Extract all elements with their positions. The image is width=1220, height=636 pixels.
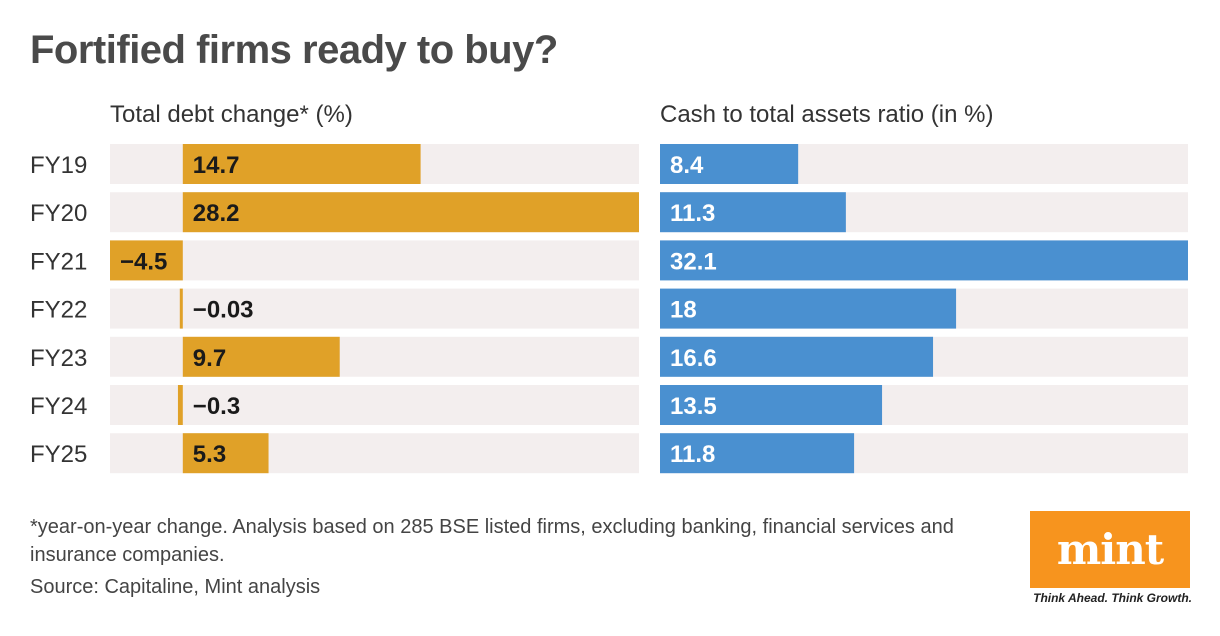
cash-bar bbox=[660, 144, 799, 184]
chart-title: Fortified firms ready to buy? bbox=[30, 28, 558, 72]
category-label: FY24 bbox=[30, 393, 87, 420]
debt-value-label: −4.5 bbox=[120, 248, 167, 275]
debt-bar bbox=[182, 433, 269, 474]
debt-panel-title: Total debt change* (%) bbox=[110, 101, 353, 128]
debt-value-label: −0.03 bbox=[193, 297, 254, 324]
mint-logo: mint bbox=[1030, 511, 1190, 588]
debt-bar bbox=[110, 240, 183, 281]
cash-bar bbox=[660, 192, 846, 233]
category-label: FY19 bbox=[30, 152, 87, 179]
debt-bar bbox=[182, 192, 640, 233]
debt-bar bbox=[182, 144, 421, 184]
cash-value-label: 13.5 bbox=[670, 393, 717, 420]
cash-bar bbox=[660, 288, 957, 329]
category-label: FY22 bbox=[30, 297, 87, 324]
cash-panel-title: Cash to total assets ratio (in %) bbox=[660, 101, 994, 128]
category-label: FY23 bbox=[30, 345, 87, 372]
debt-bar bbox=[179, 288, 183, 329]
cash-bar bbox=[660, 240, 1188, 281]
debt-value-label: −0.3 bbox=[193, 393, 240, 420]
debt-value-label: 9.7 bbox=[193, 345, 226, 372]
debt-track bbox=[110, 288, 639, 329]
cash-value-label: 16.6 bbox=[670, 345, 717, 372]
footnote: *year-on-year change. Analysis based on … bbox=[30, 516, 954, 566]
cash-bar bbox=[660, 336, 934, 377]
debt-value-label: 28.2 bbox=[193, 200, 240, 227]
category-label: FY25 bbox=[30, 441, 87, 468]
source-note: Source: Capitaline, Mint analysis bbox=[30, 576, 321, 598]
cash-value-label: 11.3 bbox=[670, 200, 715, 227]
cash-value-label: 18 bbox=[670, 297, 697, 324]
mint-logo-word: mint bbox=[1056, 525, 1164, 574]
cash-value-label: 32.1 bbox=[670, 248, 717, 275]
debt-track bbox=[110, 385, 639, 425]
debt-bar bbox=[182, 336, 340, 377]
debt-bar bbox=[177, 385, 183, 425]
logo-tagline: Think Ahead. Think Growth. bbox=[1033, 591, 1192, 605]
cash-bar bbox=[660, 385, 883, 425]
debt-value-label: 5.3 bbox=[193, 441, 226, 468]
category-label: FY20 bbox=[30, 200, 87, 227]
bar-charts: FY19 14.7 8.4 FY20 28.2 11.3 FY21 −4.5 32.1 FY22 −… bbox=[30, 144, 1188, 474]
debt-value-label: 14.7 bbox=[193, 152, 240, 179]
cash-bar bbox=[660, 433, 855, 474]
category-label: FY21 bbox=[30, 248, 87, 275]
debt-track bbox=[110, 240, 639, 281]
cash-value-label: 11.8 bbox=[670, 441, 715, 468]
cash-value-label: 8.4 bbox=[670, 152, 704, 179]
